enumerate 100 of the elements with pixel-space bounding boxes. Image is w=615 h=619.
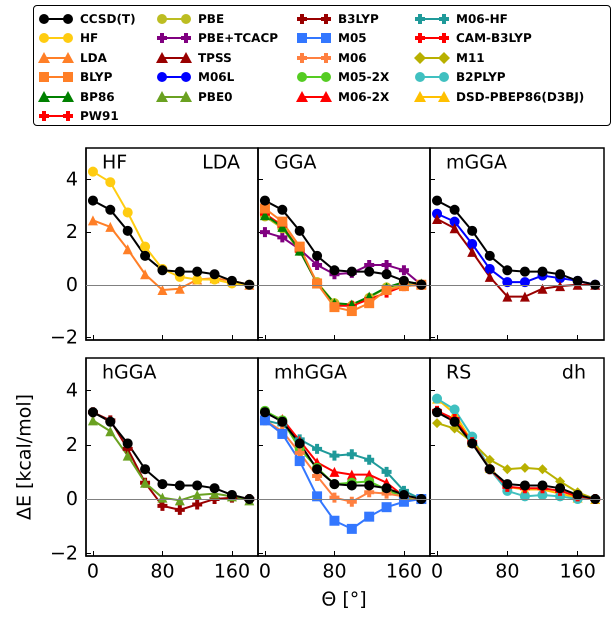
legend-label: LDA [80, 50, 107, 65]
point [537, 266, 548, 277]
point [398, 265, 409, 276]
point [346, 449, 357, 460]
point [157, 479, 168, 490]
point [555, 269, 566, 280]
x-tick-label: 80 [150, 560, 175, 582]
point [502, 265, 512, 276]
point [502, 479, 512, 490]
point [537, 464, 548, 474]
point [450, 416, 460, 427]
point [537, 284, 548, 294]
x-tick-label: 160 [214, 560, 250, 582]
point [312, 491, 322, 502]
annotation: mhGGA [274, 362, 347, 384]
point [364, 480, 374, 490]
point [484, 272, 495, 282]
legend-label: DSD-PBEP86(D3BJ) [456, 90, 584, 104]
point [467, 226, 478, 236]
point [484, 250, 495, 261]
point [450, 404, 460, 415]
point [432, 418, 442, 428]
annotation: LDA [202, 152, 240, 174]
x-axis-title: Θ [°] [321, 588, 367, 610]
point [192, 266, 202, 277]
point [210, 269, 220, 280]
point [484, 264, 495, 274]
point [105, 222, 116, 232]
point [277, 216, 288, 227]
annotation: RS [446, 362, 472, 384]
y-tick-label: 2 [66, 434, 78, 456]
point [88, 166, 98, 177]
legend-label: BLYP [80, 70, 112, 84]
point [294, 438, 305, 448]
y-tick-label: 4 [66, 168, 78, 191]
annotation: HF [102, 152, 128, 174]
point [467, 246, 478, 257]
legend-label: B3LYP [338, 12, 379, 26]
y-tick-label: 4 [66, 380, 78, 402]
annotation: dh [562, 362, 586, 384]
point [520, 480, 530, 490]
point [174, 284, 185, 294]
point [192, 480, 202, 490]
point [555, 281, 566, 292]
x-tick-label: 80 [495, 560, 520, 582]
point [346, 306, 357, 316]
legend-label: TPSS [198, 50, 232, 65]
point [432, 196, 442, 206]
point [467, 239, 478, 249]
point [502, 292, 512, 302]
point [450, 223, 460, 234]
point [174, 266, 185, 277]
point [174, 480, 185, 490]
point [520, 462, 530, 473]
legend-label: PBE [198, 12, 224, 26]
legend-label: PBE0 [198, 90, 232, 104]
legend-label: M11 [456, 50, 485, 65]
legend-label: M06-HF [456, 12, 508, 26]
x-tick-label: 0 [430, 560, 444, 582]
point [105, 426, 116, 436]
point [277, 428, 288, 439]
legend-label: M05-2X [338, 70, 390, 84]
point [260, 227, 270, 238]
point [432, 214, 442, 224]
point [329, 516, 340, 526]
legend-label: HF [80, 31, 98, 46]
point [329, 466, 340, 477]
point [346, 480, 357, 490]
point [364, 512, 374, 522]
y-axis-title: ΔE [kcal/mol] [14, 394, 36, 520]
x-tick-label: 0 [258, 560, 271, 582]
y-tick-label: 2 [66, 221, 78, 244]
legend-label: CAM-B3LYP [456, 31, 532, 46]
point [382, 466, 392, 477]
point [277, 204, 288, 215]
point [502, 277, 512, 288]
y-tick-label: −2 [50, 542, 78, 564]
point [364, 298, 374, 308]
point [502, 464, 512, 474]
point [382, 269, 392, 280]
point [157, 285, 168, 296]
point [277, 232, 288, 242]
point [294, 242, 305, 252]
y-tick-label: 0 [66, 488, 78, 510]
point [312, 444, 322, 454]
point [174, 504, 185, 515]
point [520, 277, 530, 288]
legend-label: M05 [338, 31, 367, 46]
annotation: GGA [274, 152, 316, 174]
legend-label: B2PLYP [456, 70, 506, 84]
point [484, 454, 495, 465]
legend-label: CCSD(T) [80, 12, 136, 26]
point [329, 450, 340, 461]
point [140, 464, 150, 474]
legend-label: BP86 [80, 90, 115, 104]
point [122, 450, 133, 461]
x-tick-label: 160 [560, 560, 596, 582]
point [140, 250, 150, 261]
point [520, 292, 530, 302]
point [312, 260, 322, 270]
